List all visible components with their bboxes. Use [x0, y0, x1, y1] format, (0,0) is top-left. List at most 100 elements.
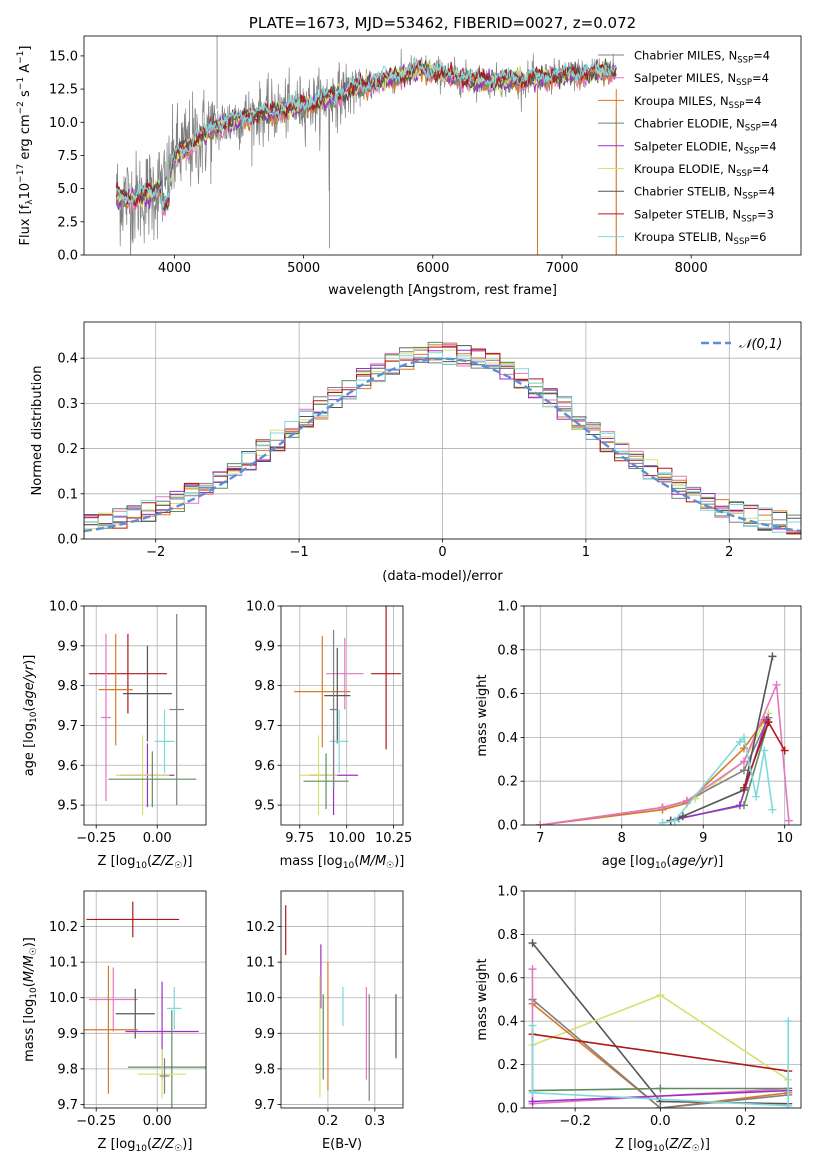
- x-tick-label: 0.3: [365, 1114, 386, 1129]
- gaussian-curve: [84, 357, 801, 533]
- series-point: [739, 783, 748, 792]
- y-tick-label: 9.7: [254, 1098, 275, 1113]
- y-tick-label: 9.7: [57, 719, 78, 734]
- y-axis-label: Flux [fλ10−17 erg cm−2 s−1 A−1]: [16, 46, 35, 246]
- x-tick-label: −0.25: [76, 1114, 116, 1129]
- series-point: [780, 746, 789, 755]
- y-tick-label: 0.6: [497, 971, 518, 986]
- y-tick-label: 0.4: [497, 1015, 518, 1030]
- series-line: [532, 1089, 789, 1103]
- series-point: [670, 816, 679, 825]
- series-point: [784, 1017, 793, 1026]
- errorbars: [285, 905, 397, 1101]
- y-tick-label: 9.5: [57, 799, 78, 814]
- legend-label: Salpeter STELIB, NSSP=3: [634, 207, 774, 224]
- series-point: [739, 757, 748, 766]
- y-tick-label: 5.0: [57, 182, 78, 197]
- legend-label: Kroupa MILES, NSSP=4: [634, 94, 761, 111]
- legend-label: Kroupa STELIB, NSSP=6: [634, 230, 766, 247]
- series-point: [735, 737, 744, 746]
- y-tick-label: 9.8: [254, 679, 275, 694]
- y-tick-label: 9.9: [57, 639, 78, 654]
- y-tick-label: 9.5: [254, 799, 275, 814]
- series-point: [656, 1084, 665, 1093]
- x-tick-label: −2: [146, 545, 165, 560]
- y-tick-label: 9.7: [57, 1098, 78, 1113]
- axes-frame: [83, 321, 802, 540]
- histogram-step: [84, 352, 801, 533]
- legend-label: Chabrier ELODIE, NSSP=4: [634, 117, 778, 134]
- x-tick-label: 8: [618, 831, 626, 846]
- panel-weight_vs_Z: −0.2 0.0 0.2 0.0 0.2 0.4 0.6 0.8 1.0 Z [log10(Z/Z…: [475, 885, 802, 1154]
- panel-weight_vs_age: 7 8 9 10 0.0 0.2 0.4 0.6 0.8 1.0 age [log10(age/yr…: [475, 600, 802, 871]
- x-tick-label: 0.2: [735, 1114, 756, 1129]
- y-tick-label: 10.1: [246, 956, 275, 971]
- series-point: [678, 812, 687, 821]
- legend: Chabrier MILES, NSSP=4 Salpeter MILES, NS…: [598, 49, 778, 247]
- x-axis-label: Z [log10(Z/Z☉)]: [615, 1137, 710, 1154]
- series-line: [531, 1021, 789, 1107]
- y-axis-label: mass weight: [475, 958, 490, 1040]
- y-tick-label: 12.5: [49, 83, 78, 98]
- errorbars: [84, 901, 206, 1108]
- x-tick-label: 0: [438, 545, 446, 560]
- errorbars: [88, 613, 197, 816]
- axes-frame: [523, 605, 802, 826]
- series-line-model: [115, 59, 617, 212]
- x-tick-label: 9: [699, 831, 707, 846]
- y-axis-label: mass weight: [475, 674, 490, 756]
- x-tick-label: −0.25: [76, 831, 116, 846]
- x-axis-label: E(B-V): [322, 1137, 362, 1152]
- series-point: [768, 805, 777, 814]
- x-axis-label: Z [log10(Z/Z☉)]: [98, 854, 193, 871]
- y-tick-label: 0.0: [497, 1102, 518, 1117]
- series-point: [739, 766, 748, 775]
- axes-frame: [83, 605, 207, 826]
- y-tick-label: 2.5: [57, 215, 78, 230]
- x-tick-label: 7: [536, 831, 544, 846]
- chart-title: PLATE=1673, MJD=53462, FIBERID=0027, z=0…: [249, 14, 636, 32]
- weight-lines: [536, 652, 793, 825]
- x-tick-label: 0.0: [650, 1114, 671, 1129]
- legend-label: Salpeter ELODIE, NSSP=4: [634, 139, 777, 156]
- y-tick-label: 0.2: [497, 775, 518, 790]
- y-tick-label: 10.2: [246, 920, 275, 935]
- y-tick-label: 10.1: [49, 956, 78, 971]
- x-axis-label: mass [log10(M/M☉)]: [280, 854, 405, 871]
- series-line: [540, 684, 790, 825]
- series-line: [670, 719, 768, 822]
- series-line: [531, 998, 789, 1108]
- y-tick-label: 10.0: [49, 991, 78, 1006]
- y-tick-label: 15.0: [49, 49, 78, 64]
- y-tick-label: 0.4: [57, 352, 78, 367]
- y-tick-label: 0.1: [57, 487, 78, 502]
- x-tick-label: 5000: [287, 261, 320, 276]
- x-tick-label: 9.75: [285, 831, 314, 846]
- series-point: [764, 718, 773, 727]
- y-axis-label: Normed distribution: [30, 366, 45, 496]
- series-point: [528, 965, 537, 974]
- series-point: [735, 801, 744, 810]
- series-point: [656, 991, 665, 1000]
- panel-residuals: −2 −1 0 1 2 0.0 0.1 0.2 0.3 0.4 (data-model)/error…: [30, 321, 802, 584]
- y-tick-label: 0.2: [497, 1058, 518, 1073]
- axes-frame: [523, 890, 802, 1109]
- y-tick-label: 1.0: [497, 885, 518, 900]
- y-tick-label: 0.8: [497, 643, 518, 658]
- y-tick-label: 10.0: [49, 116, 78, 131]
- series-line: [531, 1003, 789, 1108]
- series-point: [658, 818, 667, 825]
- series-point: [528, 1097, 537, 1106]
- x-axis-label: (data-model)/error: [382, 569, 503, 584]
- x-axis-label: Z [log10(Z/Z☉)]: [98, 1137, 193, 1154]
- y-tick-label: 9.8: [57, 679, 78, 694]
- legend-label: 𝒩(0,1): [739, 337, 782, 352]
- series-point: [752, 792, 761, 801]
- x-tick-label: 10.25: [375, 831, 412, 846]
- series-point: [739, 733, 748, 742]
- axes-frame: [83, 35, 802, 256]
- series-point: [528, 1088, 537, 1097]
- x-tick-label: 8000: [675, 261, 708, 276]
- axes-frame: [280, 890, 404, 1109]
